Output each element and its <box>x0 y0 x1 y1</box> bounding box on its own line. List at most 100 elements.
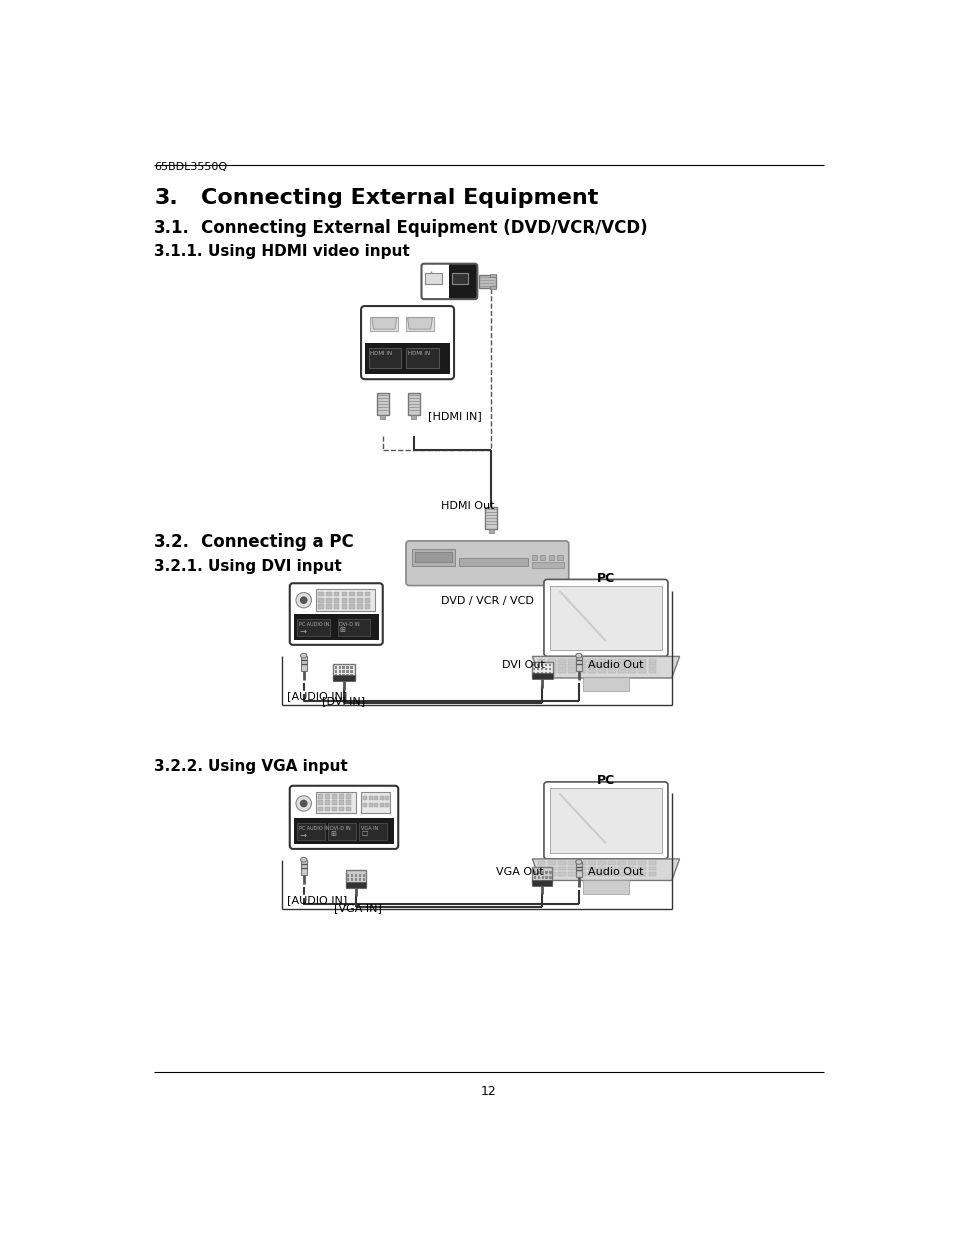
Bar <box>558 872 565 876</box>
Bar <box>532 867 552 884</box>
Bar <box>539 555 545 561</box>
Bar <box>537 872 545 876</box>
Bar <box>648 867 656 871</box>
Text: DVI Out: DVI Out <box>501 661 544 671</box>
Bar <box>349 592 355 597</box>
Bar <box>365 598 370 603</box>
Bar <box>548 664 550 667</box>
Bar <box>338 671 340 673</box>
Bar <box>489 287 496 289</box>
Bar <box>337 619 370 636</box>
Bar <box>558 664 565 668</box>
Bar <box>578 867 585 871</box>
Text: DVD / VCR / VCD: DVD / VCR / VCD <box>440 597 534 606</box>
Bar <box>618 867 625 871</box>
Bar <box>300 656 307 671</box>
Bar <box>582 677 629 692</box>
Bar <box>326 598 332 603</box>
Bar <box>534 871 536 874</box>
Bar <box>548 672 550 674</box>
Bar <box>548 555 554 561</box>
Bar <box>334 598 339 603</box>
Bar <box>318 800 323 805</box>
Bar <box>578 872 585 876</box>
Bar <box>648 669 656 673</box>
Ellipse shape <box>575 653 581 658</box>
Bar <box>484 508 497 529</box>
Bar <box>350 671 353 673</box>
Circle shape <box>295 593 311 608</box>
Bar <box>549 871 551 874</box>
Bar <box>406 347 438 368</box>
FancyBboxPatch shape <box>543 579 667 656</box>
Bar <box>587 872 596 876</box>
Bar <box>558 867 565 871</box>
FancyBboxPatch shape <box>543 782 667 858</box>
Bar <box>537 867 545 871</box>
Bar <box>598 664 605 668</box>
Bar <box>332 806 336 811</box>
Bar <box>328 823 355 840</box>
Bar <box>638 872 645 876</box>
Text: 3.2.1.: 3.2.1. <box>154 558 203 573</box>
Bar <box>365 343 450 374</box>
Bar <box>531 673 553 679</box>
Bar <box>533 672 535 674</box>
Bar <box>558 658 565 662</box>
Bar <box>325 794 330 799</box>
Bar <box>335 667 336 668</box>
Bar <box>532 879 552 885</box>
Bar <box>359 823 386 840</box>
Bar <box>412 548 455 566</box>
Bar <box>544 672 546 674</box>
Polygon shape <box>532 656 679 678</box>
Bar <box>334 604 339 609</box>
Circle shape <box>295 795 311 811</box>
Bar <box>575 862 581 877</box>
Bar <box>411 415 416 419</box>
Bar <box>333 674 355 680</box>
Bar <box>356 598 362 603</box>
Bar <box>452 273 468 284</box>
Text: Connecting External Equipment (DVD/VCR/VCD): Connecting External Equipment (DVD/VCR/V… <box>200 219 646 237</box>
Text: Using VGA input: Using VGA input <box>208 758 348 774</box>
Ellipse shape <box>300 653 307 658</box>
Text: PC: PC <box>597 774 615 787</box>
Polygon shape <box>407 317 432 330</box>
Bar <box>537 669 545 673</box>
Bar <box>587 658 596 662</box>
Bar <box>537 876 539 879</box>
Bar <box>318 806 323 811</box>
Bar <box>638 861 645 864</box>
Bar <box>346 800 351 805</box>
Bar <box>628 867 636 871</box>
Text: [HDMI IN]: [HDMI IN] <box>427 411 481 421</box>
Bar <box>531 662 553 677</box>
Text: ⊞: ⊞ <box>339 627 345 634</box>
Bar <box>549 876 551 879</box>
Bar <box>300 860 307 876</box>
Bar <box>537 672 538 674</box>
Bar <box>421 264 449 299</box>
Bar <box>374 795 377 799</box>
Bar <box>338 667 340 668</box>
Text: HDMI IN: HDMI IN <box>407 351 429 356</box>
Bar <box>332 800 336 805</box>
Text: 3.1.1.: 3.1.1. <box>154 245 202 259</box>
Text: →: → <box>298 831 306 840</box>
Bar <box>544 664 546 667</box>
Text: 65BDL3550Q: 65BDL3550Q <box>154 162 227 172</box>
Bar <box>608 861 616 864</box>
Bar <box>545 871 547 874</box>
Bar <box>335 674 336 677</box>
Polygon shape <box>532 858 679 881</box>
Bar <box>648 664 656 668</box>
Bar <box>347 873 349 877</box>
Bar <box>335 671 336 673</box>
Bar <box>355 873 356 877</box>
Bar <box>385 803 389 806</box>
Bar <box>365 312 450 343</box>
Bar <box>578 658 585 662</box>
Bar <box>587 861 596 864</box>
FancyBboxPatch shape <box>406 541 568 585</box>
